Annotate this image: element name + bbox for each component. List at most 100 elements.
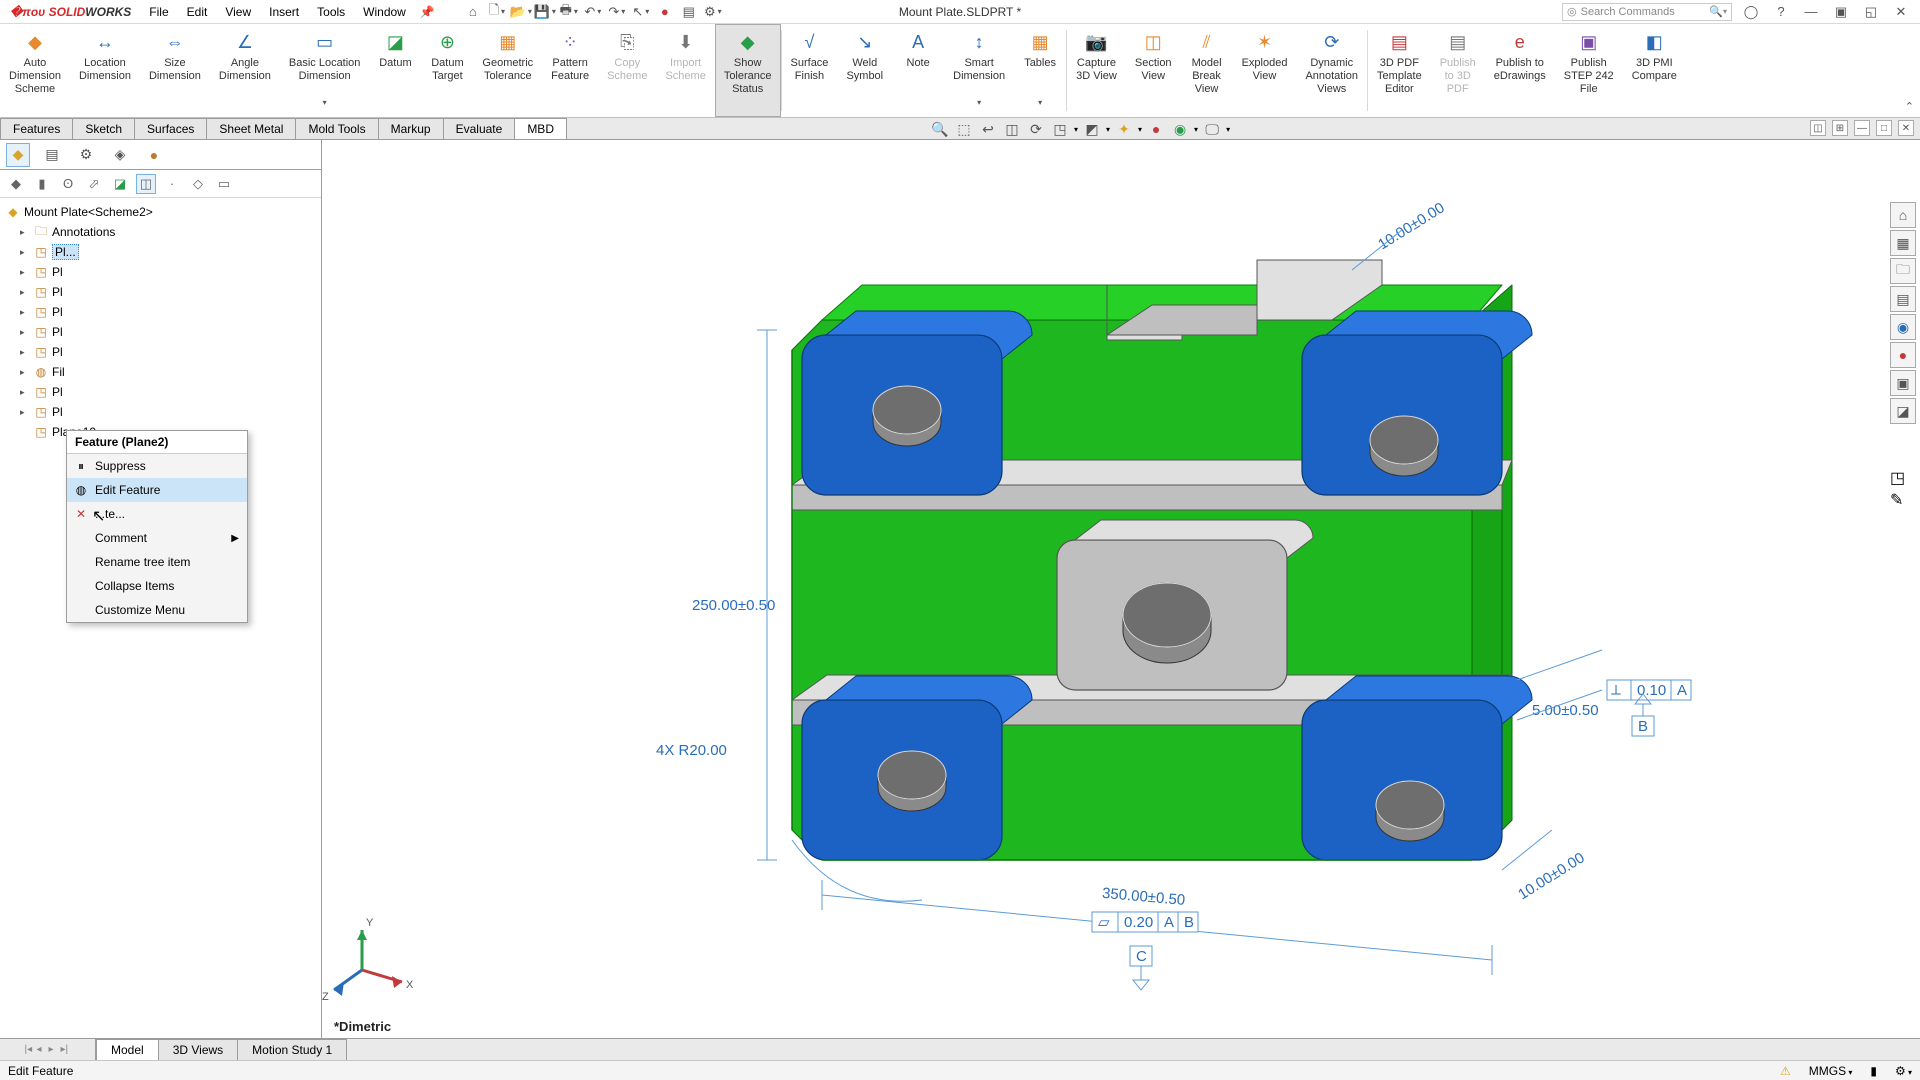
tp-custom-props-icon[interactable]: ▣ [1890,370,1916,396]
print-icon[interactable]: 🖶 [559,3,579,21]
menu-insert[interactable]: Insert [261,2,307,22]
ribbon-tables[interactable]: ▦ Tables ▾ [1014,24,1066,117]
vp-min-icon[interactable]: — [1854,120,1870,136]
home-icon[interactable]: ⌂ [463,3,483,21]
mt4-icon[interactable]: ⬀ [84,174,104,194]
tree-item-4[interactable]: ▸◳Pl [0,302,321,322]
tree-item-9[interactable]: ▸◳Pl [0,402,321,422]
ribbon-exploded-view[interactable]: ✶ ExplodedView [1233,24,1297,117]
menu-window[interactable]: Window [355,2,414,22]
rebuild-icon[interactable]: ● [655,3,675,21]
viewtab-motion-study-1[interactable]: Motion Study 1 [237,1039,347,1060]
appearance-icon[interactable]: ● [1146,119,1166,139]
ribbon-3d-pdf-template-editor[interactable]: ▤ 3D PDFTemplateEditor [1368,24,1431,117]
tp-resources-icon[interactable]: ▦ [1890,230,1916,256]
tp-design-lib-icon[interactable]: 🗀 [1890,258,1916,284]
zoom-fit-icon[interactable]: 🔍 [930,119,950,139]
tree-item-1[interactable]: ▸◳Pl... [0,242,321,262]
scene-icon[interactable]: ◉ [1170,119,1190,139]
tp-view-palette-icon[interactable]: ◉ [1890,314,1916,340]
ribbon-show-tolerance-status[interactable]: ◆ ShowToleranceStatus [715,24,781,117]
status-flag-icon[interactable]: ▮ [1870,1064,1877,1078]
redo-icon[interactable]: ↷ [607,3,627,21]
tree-root[interactable]: ◆ Mount Plate<Scheme2> [0,202,321,222]
status-gear-icon[interactable]: ⚙ [1895,1064,1912,1078]
restore2-icon[interactable]: ◱ [1860,4,1882,20]
undo-icon[interactable]: ↶ [583,3,603,21]
cmtab-mold-tools[interactable]: Mold Tools [295,118,378,139]
ribbon-section-view[interactable]: ◫ SectionView [1126,24,1181,117]
user-icon[interactable]: ◯ [1740,4,1762,20]
view-settings-icon[interactable]: 🖵 [1202,119,1222,139]
ribbon-smart-dimension[interactable]: ↕ SmartDimension ▾ [944,24,1014,117]
ribbon-capture-3d-view[interactable]: 📷 Capture3D View [1067,24,1126,117]
new-icon[interactable]: 🗋 [487,3,507,21]
ribbon-publish-step-242[interactable]: ▣ PublishSTEP 242File [1555,24,1623,117]
ribbon-location-dimension[interactable]: ↔ LocationDimension [70,24,140,117]
ctx--te-[interactable]: ✕...te... [67,502,247,526]
fm-dimxpert-icon[interactable]: ◈ [108,143,132,167]
ctx-customize-menu[interactable]: Customize Menu [67,598,247,622]
viewtab-model[interactable]: Model [96,1039,159,1060]
ribbon-angle-dimension[interactable]: ∠ AngleDimension [210,24,280,117]
fm-tree-icon[interactable]: ◆ [6,143,30,167]
mt3-icon[interactable]: ʘ [58,174,78,194]
zoom-area-icon[interactable]: ⬚ [954,119,974,139]
save-icon[interactable]: 💾 [535,3,555,21]
ribbon-pattern-feature[interactable]: ⁘ PatternFeature [542,24,598,117]
tp-pencil-icon[interactable]: ✎ [1890,490,1920,510]
tp-appearances-icon[interactable]: ● [1890,342,1916,368]
options-list-icon[interactable]: ▤ [679,3,699,21]
vp-new-icon[interactable]: ⊞ [1832,120,1848,136]
tree-item-6[interactable]: ▸◳Pl [0,342,321,362]
viewtab-3d-views[interactable]: 3D Views [158,1039,238,1060]
cmtab-sheet-metal[interactable]: Sheet Metal [206,118,296,139]
cmtab-markup[interactable]: Markup [378,118,444,139]
fm-display-icon[interactable]: ● [142,143,166,167]
ribbon-expand-icon[interactable]: ⌃ [1905,100,1914,113]
tp-home-icon[interactable]: ⌂ [1890,202,1916,228]
help-icon[interactable]: ? [1770,4,1792,19]
search-commands[interactable]: ◎ Search Commands 🔍▾ [1562,3,1732,21]
ribbon-weld-symbol[interactable]: ↘ WeldSymbol [837,24,892,117]
tree-item-8[interactable]: ▸◳Pl [0,382,321,402]
vp-split-icon[interactable]: ◫ [1810,120,1826,136]
mt2-icon[interactable]: ▮ [32,174,52,194]
minimize-icon[interactable]: — [1800,4,1822,19]
view-orient-icon[interactable]: ◳ [1050,119,1070,139]
hide-show-icon[interactable]: ✦ [1114,119,1134,139]
open-icon[interactable]: 📂 [511,3,531,21]
mt7-icon[interactable]: · [162,174,182,194]
tree-item-3[interactable]: ▸◳Pl [0,282,321,302]
menu-edit[interactable]: Edit [179,2,216,22]
ribbon-3d-pmi-compare[interactable]: ◧ 3D PMICompare [1623,24,1686,117]
fm-config-icon[interactable]: ⚙ [74,143,98,167]
ribbon-publish-to-edrawings[interactable]: e Publish toeDrawings [1485,24,1555,117]
ctx-rename-tree-item[interactable]: Rename tree item [67,550,247,574]
mt6-icon[interactable]: ◫ [136,174,156,194]
menu-tools[interactable]: Tools [309,2,353,22]
menu-view[interactable]: View [217,2,259,22]
ribbon-surface-finish[interactable]: √ SurfaceFinish [782,24,838,117]
ctx-suppress[interactable]: ⏸Suppress [67,454,247,478]
pin-icon[interactable]: 📌 [420,5,435,19]
section-icon[interactable]: ◫ [1002,119,1022,139]
ribbon-size-dimension[interactable]: ⇔ SizeDimension [140,24,210,117]
tp-mbd-icon[interactable]: ◳ [1890,468,1920,488]
tree-item-2[interactable]: ▸◳Pl [0,262,321,282]
status-warn-icon[interactable]: ⚠ [1780,1064,1791,1078]
cmtab-evaluate[interactable]: Evaluate [443,118,516,139]
cmtab-sketch[interactable]: Sketch [72,118,135,139]
mt5-icon[interactable]: ◪ [110,174,130,194]
cmtab-features[interactable]: Features [0,118,73,139]
ribbon-note[interactable]: A Note [892,24,944,117]
tree-item-5[interactable]: ▸◳Pl [0,322,321,342]
vp-max-icon[interactable]: □ [1876,120,1892,136]
vp-close-icon[interactable]: ✕ [1898,120,1914,136]
ribbon-datum[interactable]: ◪ Datum [369,24,421,117]
select-icon[interactable]: ↖ [631,3,651,21]
ctx-collapse-items[interactable]: Collapse Items [67,574,247,598]
prev-view-icon[interactable]: ↩ [978,119,998,139]
ctx-edit-feature[interactable]: ◍Edit Feature [67,478,247,502]
status-units[interactable]: MMGS [1809,1064,1853,1078]
